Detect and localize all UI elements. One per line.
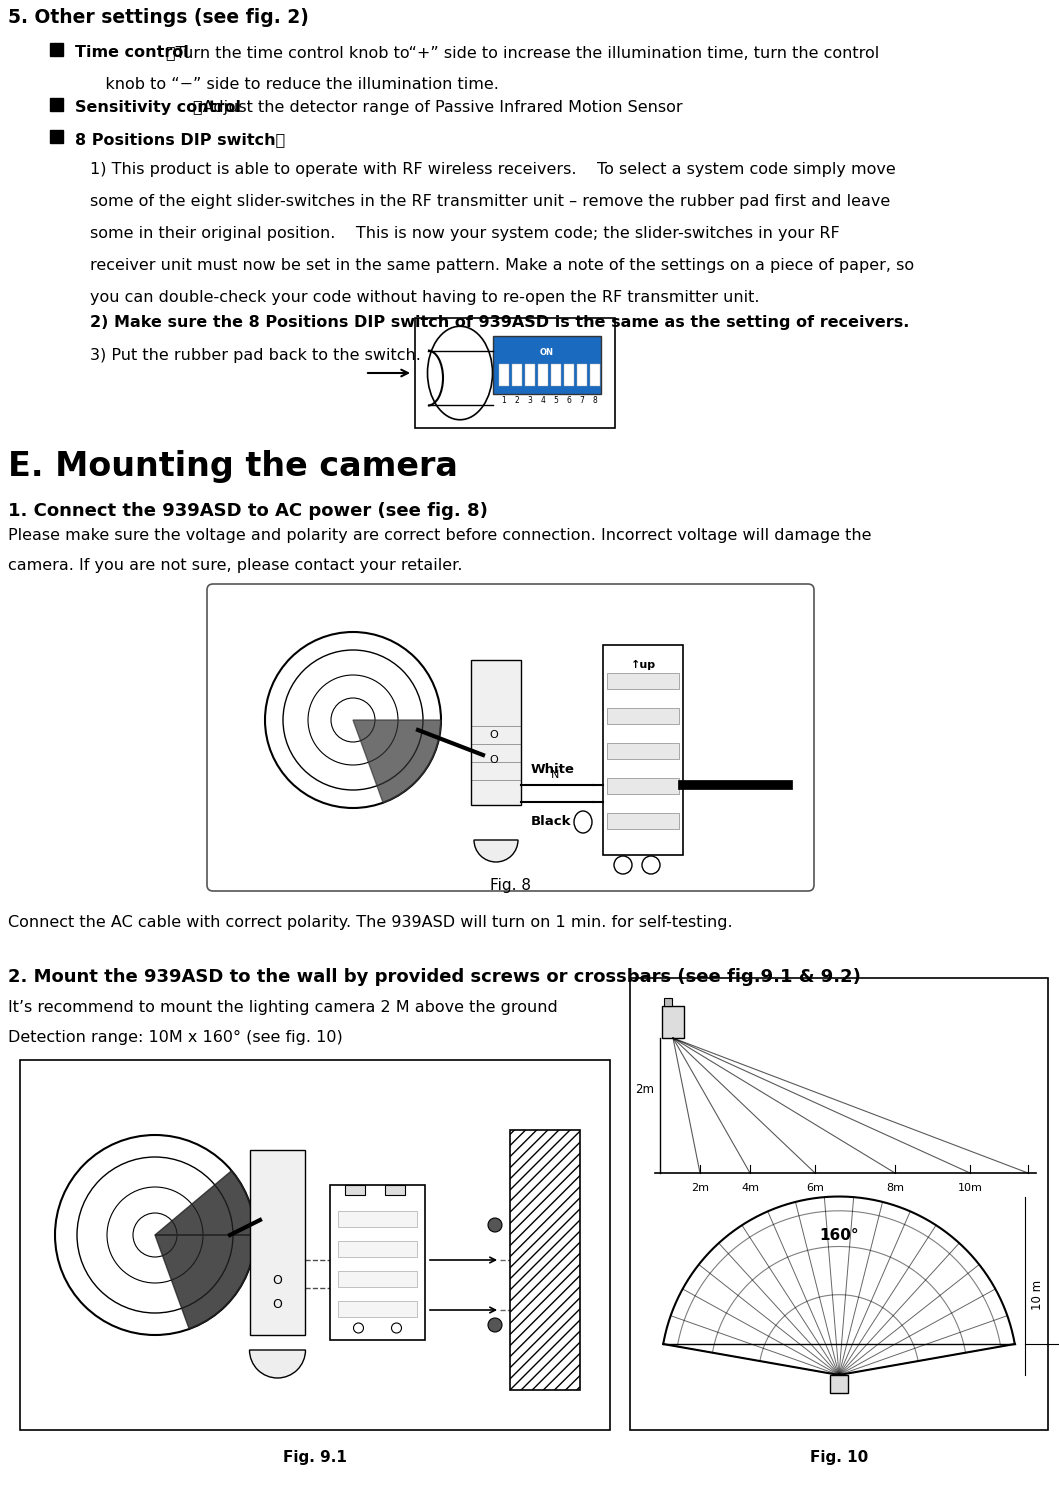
Bar xyxy=(510,1129,580,1389)
Bar xyxy=(499,364,509,386)
Text: Fig. 8: Fig. 8 xyxy=(490,878,531,893)
Circle shape xyxy=(488,1318,502,1331)
Text: 160°: 160° xyxy=(820,1229,859,1244)
Bar xyxy=(830,1375,848,1392)
Bar xyxy=(630,978,1048,1430)
Bar xyxy=(415,318,615,428)
Text: ↑up: ↑up xyxy=(630,660,656,670)
Bar xyxy=(538,364,548,386)
Bar xyxy=(345,1184,365,1195)
Bar xyxy=(607,813,679,829)
Text: 5: 5 xyxy=(554,395,558,406)
Bar xyxy=(338,1302,417,1317)
Text: O: O xyxy=(489,730,499,740)
Text: 2m: 2m xyxy=(635,1083,654,1097)
Text: 2: 2 xyxy=(515,395,519,406)
Text: ON: ON xyxy=(540,348,554,357)
Text: 8m: 8m xyxy=(886,1183,904,1193)
Wedge shape xyxy=(474,840,518,862)
Text: Black: Black xyxy=(531,814,572,828)
Bar xyxy=(511,364,522,386)
Text: Time control: Time control xyxy=(75,45,189,59)
Text: Fig. 9.1: Fig. 9.1 xyxy=(283,1450,347,1465)
Text: O: O xyxy=(489,755,499,765)
Bar xyxy=(590,364,600,386)
Text: 10m: 10m xyxy=(957,1183,983,1193)
Text: camera. If you are not sure, please contact your retailer.: camera. If you are not sure, please cont… xyxy=(8,559,463,574)
Text: Connect the AC cable with correct polarity. The 939ASD will turn on 1 min. for s: Connect the AC cable with correct polari… xyxy=(8,915,733,930)
Text: N: N xyxy=(551,770,559,780)
Text: Fig. 10: Fig. 10 xyxy=(810,1450,868,1465)
Text: 2m: 2m xyxy=(692,1183,708,1193)
Text: Detection range: 10M x 160° (see fig. 10): Detection range: 10M x 160° (see fig. 10… xyxy=(8,1030,343,1045)
Bar xyxy=(564,364,574,386)
Bar xyxy=(338,1211,417,1227)
Bar xyxy=(50,43,62,56)
Text: 6m: 6m xyxy=(806,1183,824,1193)
Text: 8 Positions DIP switch：: 8 Positions DIP switch： xyxy=(75,132,285,147)
Wedge shape xyxy=(155,1171,255,1235)
Text: Please make sure the voltage and polarity are correct before connection. Incorre: Please make sure the voltage and polarit… xyxy=(8,528,872,542)
Wedge shape xyxy=(250,1349,305,1378)
Bar xyxy=(50,129,62,143)
Text: E. Mounting the camera: E. Mounting the camera xyxy=(8,450,457,483)
Bar xyxy=(493,336,602,394)
Bar xyxy=(607,707,679,724)
Text: 4: 4 xyxy=(540,395,545,406)
Circle shape xyxy=(488,1219,502,1232)
Text: 1) This product is able to operate with RF wireless receivers.    To select a sy: 1) This product is able to operate with … xyxy=(90,162,896,177)
Text: O: O xyxy=(272,1299,283,1312)
Text: 1. Connect the 939ASD to AC power (see fig. 8): 1. Connect the 939ASD to AC power (see f… xyxy=(8,502,488,520)
Bar xyxy=(603,645,683,854)
Text: 7: 7 xyxy=(579,395,585,406)
Bar xyxy=(577,364,587,386)
Bar xyxy=(607,779,679,794)
Bar xyxy=(20,1060,610,1430)
Text: White: White xyxy=(531,762,575,776)
Bar xyxy=(338,1241,417,1257)
Bar xyxy=(525,364,535,386)
Text: knob to “−” side to reduce the illumination time.: knob to “−” side to reduce the illuminat… xyxy=(90,77,499,92)
Text: 2. Mount the 939ASD to the wall by provided screws or crossbars (see fig.9.1 & 9: 2. Mount the 939ASD to the wall by provi… xyxy=(8,967,861,987)
Text: O: O xyxy=(272,1274,283,1287)
Bar xyxy=(330,1184,425,1340)
Ellipse shape xyxy=(574,811,592,834)
FancyBboxPatch shape xyxy=(207,584,814,892)
Bar xyxy=(607,743,679,759)
Ellipse shape xyxy=(428,327,492,419)
Text: 3) Put the rubber pad back to the switch.: 3) Put the rubber pad back to the switch… xyxy=(90,348,420,363)
Text: ：Turn the time control knob to“+” side to increase the illumination time, turn t: ：Turn the time control knob to“+” side t… xyxy=(166,45,879,59)
Text: 10 m: 10 m xyxy=(1031,1279,1044,1309)
Bar xyxy=(664,999,672,1006)
Text: 3: 3 xyxy=(527,395,533,406)
Text: some of the eight slider-switches in the RF transmitter unit – remove the rubber: some of the eight slider-switches in the… xyxy=(90,195,891,210)
Text: Sensitivity control: Sensitivity control xyxy=(75,100,241,114)
Wedge shape xyxy=(353,721,441,802)
Bar xyxy=(385,1184,405,1195)
Bar xyxy=(338,1271,417,1287)
Text: 4m: 4m xyxy=(741,1183,759,1193)
Text: 6: 6 xyxy=(567,395,572,406)
Text: some in their original position.    This is now your system code; the slider-swi: some in their original position. This is… xyxy=(90,226,840,241)
Text: 1: 1 xyxy=(502,395,506,406)
Text: receiver unit must now be set in the same pattern. Make a note of the settings o: receiver unit must now be set in the sam… xyxy=(90,259,914,273)
Text: 5. Other settings (see fig. 2): 5. Other settings (see fig. 2) xyxy=(8,7,309,27)
Bar xyxy=(551,364,561,386)
Bar xyxy=(662,1006,684,1039)
Bar xyxy=(50,98,62,111)
Text: It’s recommend to mount the lighting camera 2 M above the ground: It’s recommend to mount the lighting cam… xyxy=(8,1000,558,1015)
Text: you can double-check your code without having to re-open the RF transmitter unit: you can double-check your code without h… xyxy=(90,290,759,305)
Text: 2) Make sure the 8 Positions DIP switch of 939ASD is the same as the setting of : 2) Make sure the 8 Positions DIP switch … xyxy=(90,315,910,330)
Bar xyxy=(471,660,521,805)
Bar xyxy=(250,1150,305,1334)
Text: ：Adjust the detector range of Passive Infrared Motion Sensor: ：Adjust the detector range of Passive In… xyxy=(193,100,683,114)
Text: 8: 8 xyxy=(593,395,597,406)
Bar xyxy=(607,673,679,690)
Polygon shape xyxy=(663,1196,1015,1375)
Wedge shape xyxy=(155,1235,255,1328)
